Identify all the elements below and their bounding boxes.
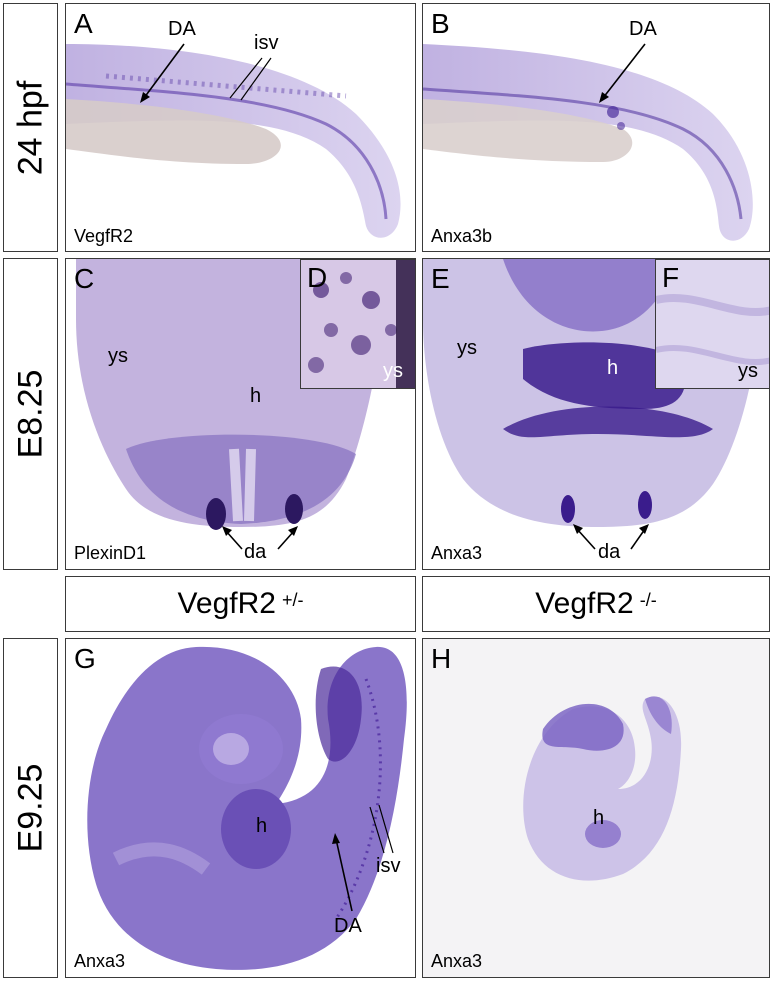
panel-c: C ys h da PlexinD1 D ys: [65, 258, 416, 570]
panel-letter: B: [431, 8, 450, 39]
row-label-24hpf: 24 hpf: [3, 3, 58, 252]
panel-letter: E: [431, 263, 450, 294]
label-da: da: [598, 541, 621, 563]
zebrafish-embryo-image: [423, 44, 753, 241]
panel-g: G h isv DA Anxa3: [65, 638, 416, 978]
column-label-text: VegfR2: [535, 587, 634, 620]
row-label-e825: E8.25: [3, 258, 58, 570]
label-isv: isv: [376, 855, 401, 877]
label-ys: ys: [383, 360, 403, 382]
annotation-arrows: [140, 43, 272, 103]
column-label-het: VegfR2 +/-: [65, 576, 416, 632]
row-label-text: 24 hpf: [11, 80, 49, 175]
label-da: DA: [629, 18, 657, 40]
panel-letter: A: [74, 8, 93, 39]
yolk-sac-closeup-image: [656, 260, 769, 388]
panel-letter: C: [74, 263, 95, 294]
panel-d-inset: D ys: [300, 259, 415, 389]
label-isv: isv: [254, 32, 279, 54]
label-ys: ys: [108, 345, 128, 367]
panel-f-inset: F ys: [655, 259, 769, 389]
gene-label: Anxa3b: [431, 226, 493, 246]
gene-label: PlexinD1: [74, 543, 147, 563]
annotation-arrows: [222, 526, 298, 550]
label-ys: ys: [457, 337, 477, 359]
gene-label: Anxa3: [431, 951, 483, 971]
label-h: h: [250, 385, 262, 407]
label-h: h: [607, 357, 619, 379]
panel-a: A DA isv VegfR2: [65, 3, 416, 252]
label-h: h: [256, 815, 268, 837]
column-label-genotype: -/-: [639, 589, 657, 610]
label-da: da: [244, 541, 267, 563]
annotation-arrows: [599, 43, 646, 103]
column-label-null: VegfR2 -/-: [422, 576, 770, 632]
panel-e: E ys h da Anxa3 F ys: [422, 258, 770, 570]
column-label-text: VegfR2: [177, 587, 276, 620]
annotation-arrows: [332, 804, 394, 912]
panel-letter: G: [74, 643, 96, 674]
row-label-e925: E9.25: [3, 638, 58, 978]
panel-letter: F: [662, 262, 680, 293]
row-label-text: E8.25: [11, 369, 49, 459]
mouse-embryo-image: [87, 646, 407, 970]
mouse-embryo-image: [423, 639, 769, 977]
label-da: DA: [334, 915, 362, 937]
gene-label: VegfR2: [74, 226, 134, 246]
zebrafish-embryo-image: [66, 44, 401, 238]
label-ys: ys: [738, 360, 758, 382]
panel-h: H h Anxa3: [422, 638, 770, 978]
column-label-genotype: +/-: [281, 589, 304, 610]
panel-letter: H: [431, 643, 452, 674]
annotation-arrows: [573, 524, 649, 550]
panel-letter: D: [307, 262, 328, 293]
label-da: DA: [168, 18, 196, 40]
gene-label: Anxa3: [74, 951, 126, 971]
row-label-text: E9.25: [11, 763, 49, 853]
gene-label: Anxa3: [431, 543, 483, 563]
yolk-sac-closeup-image: [301, 260, 415, 388]
label-h: h: [593, 807, 605, 829]
panel-b: B DA Anxa3b: [422, 3, 770, 252]
